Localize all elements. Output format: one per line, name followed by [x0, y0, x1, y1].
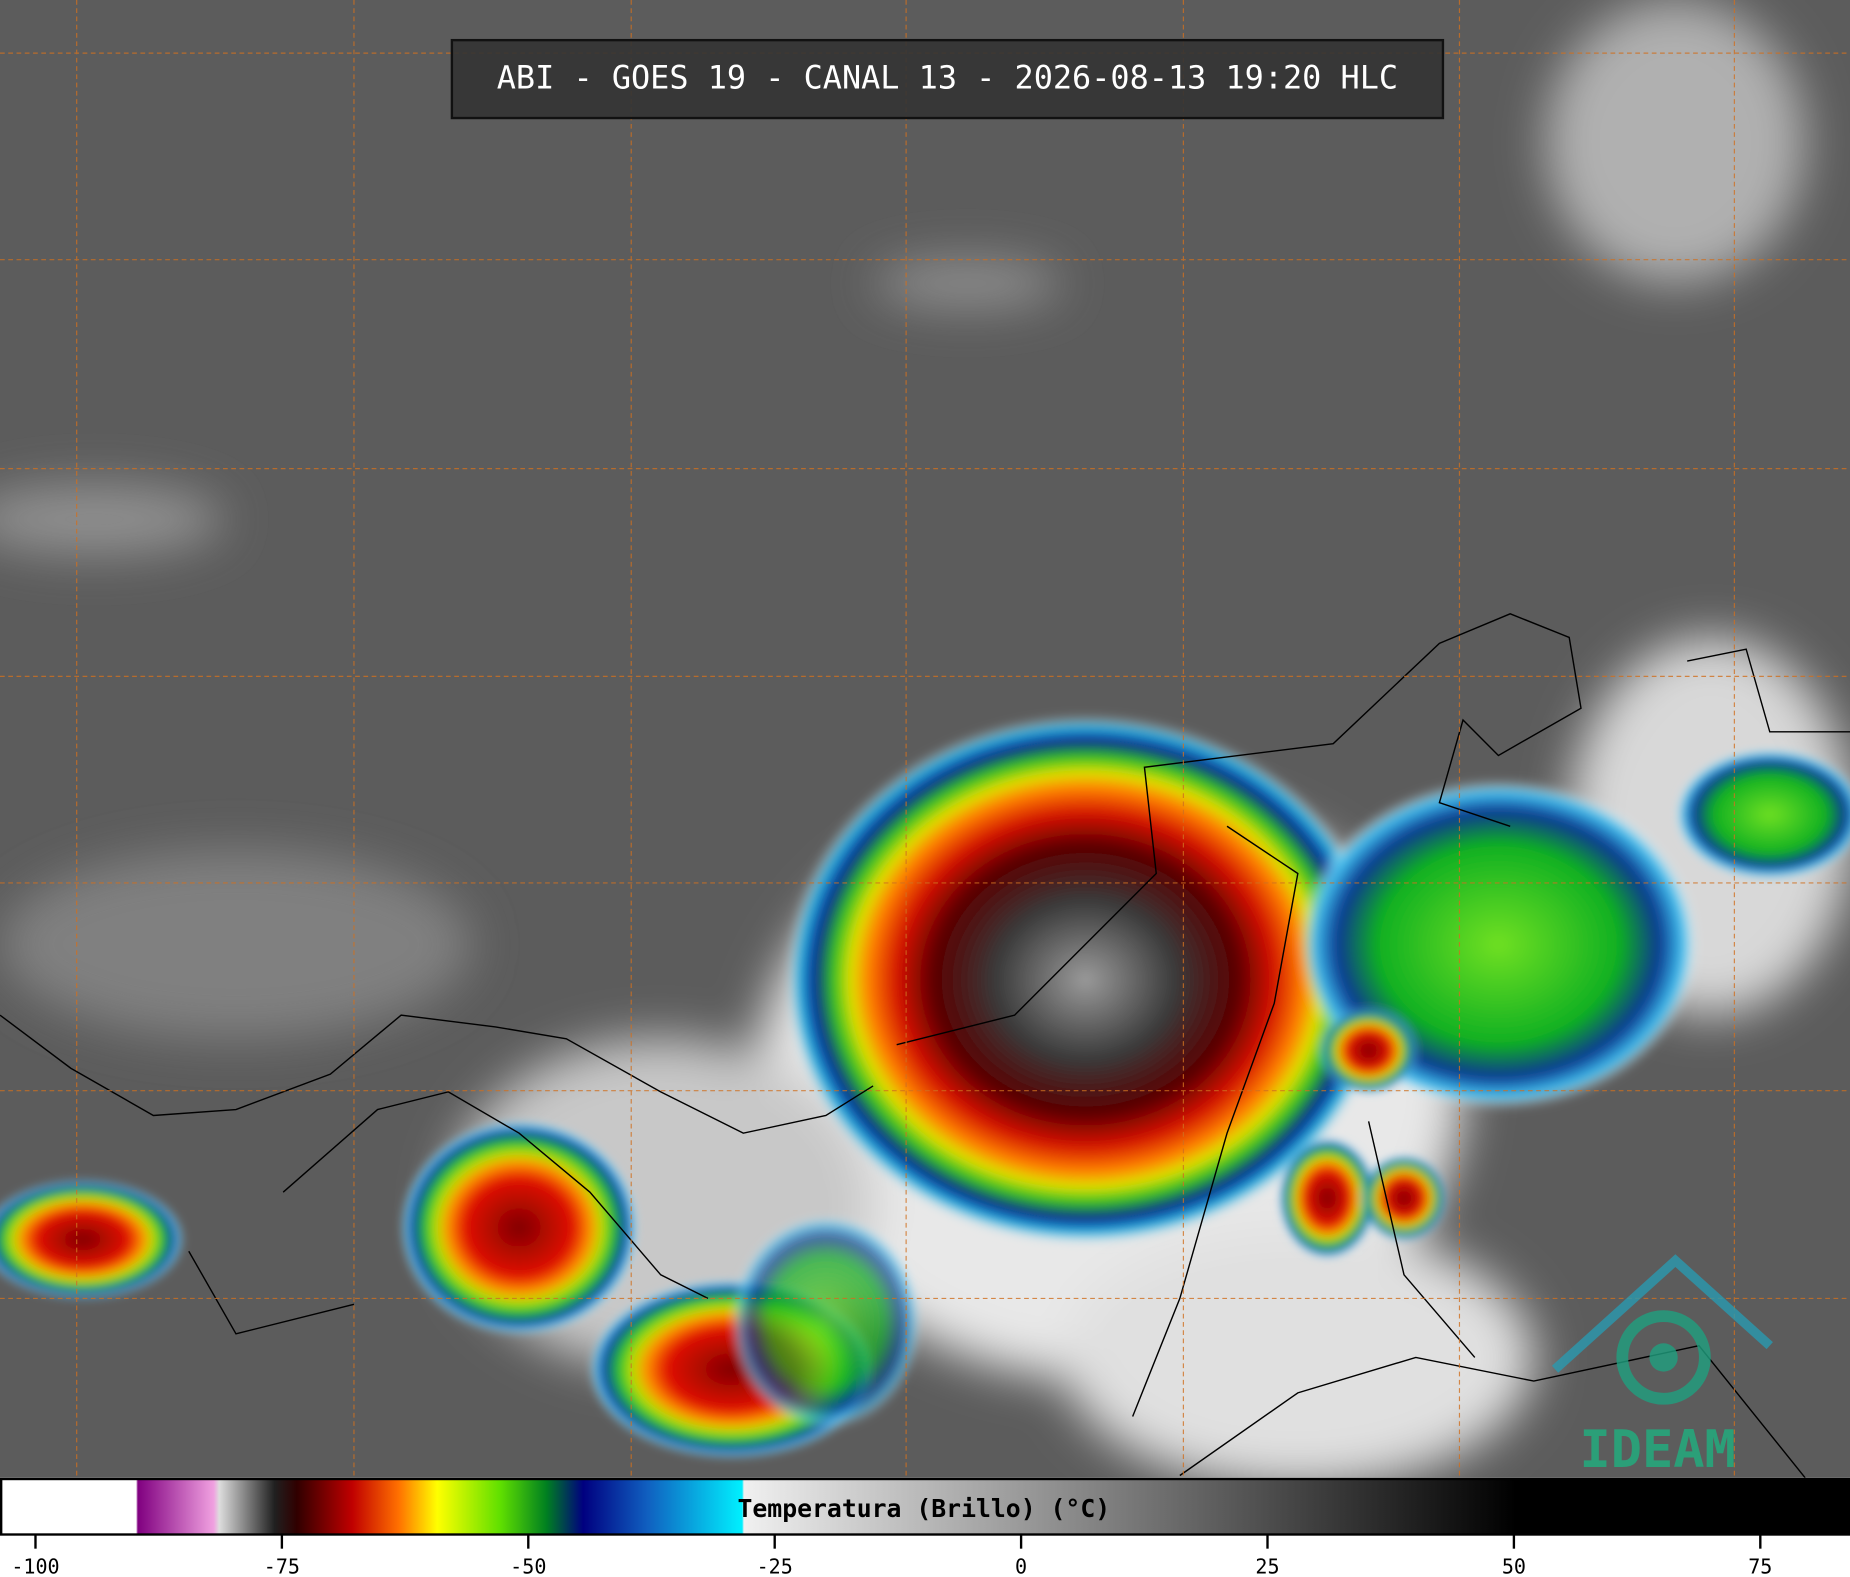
title-box	[450, 38, 1445, 120]
tick-label: 0	[1015, 1554, 1027, 1577]
graticule	[0, 0, 1850, 1478]
colorbar-label: Temperatura (Brillo) (°C)	[737, 1494, 1110, 1523]
tick-label: 75	[1748, 1554, 1772, 1577]
coastlines	[0, 613, 1850, 1479]
title: ABI - GOES 19 - CANAL 13 - 2026-08-13 19…	[497, 59, 1398, 97]
colorbar	[0, 1477, 1850, 1536]
convection	[0, 714, 1850, 1458]
logo-text: IDEAM	[1580, 1420, 1736, 1480]
tick-label: 25	[1255, 1554, 1279, 1577]
tick-label: 50	[1502, 1554, 1526, 1577]
tick-label: -50	[510, 1554, 546, 1577]
tick-label: -100	[11, 1554, 59, 1577]
tick-label: -75	[264, 1554, 300, 1577]
tick-label: -25	[757, 1554, 793, 1577]
logo: IDEAM	[1551, 1254, 1773, 1480]
colorbar-axis: -100 -75 -50 -25 0 25 50 75	[11, 1534, 1772, 1577]
